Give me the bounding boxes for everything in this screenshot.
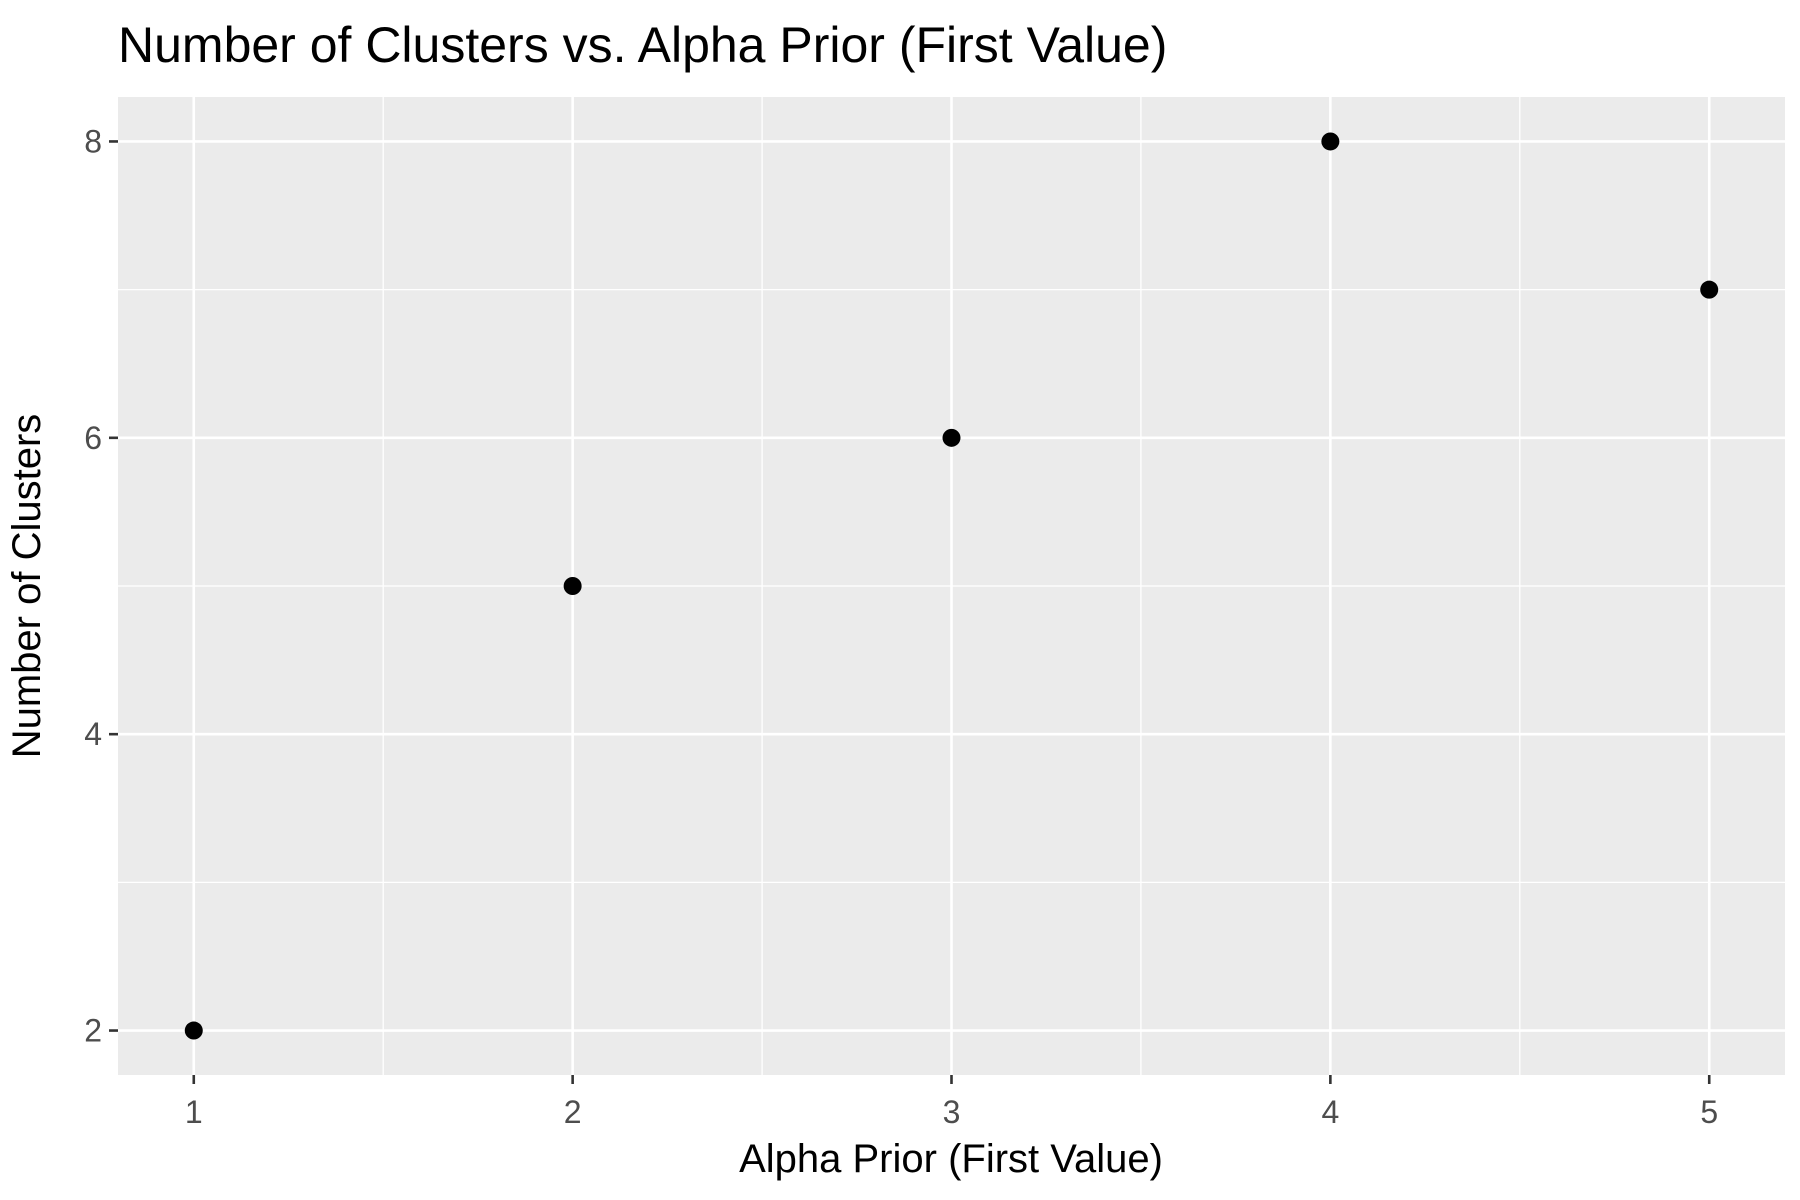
x-tick-label: 2 bbox=[564, 1094, 582, 1130]
y-tick-label: 6 bbox=[84, 420, 102, 456]
data-point bbox=[184, 1021, 203, 1040]
y-tick-label: 4 bbox=[84, 716, 102, 752]
chart-title: Number of Clusters vs. Alpha Prior (Firs… bbox=[118, 17, 1167, 73]
data-point bbox=[942, 428, 961, 447]
y-tick-label: 8 bbox=[84, 123, 102, 159]
data-point bbox=[1700, 280, 1719, 299]
x-tick-label: 5 bbox=[1700, 1094, 1718, 1130]
y-axis-title: Number of Clusters bbox=[5, 414, 49, 759]
x-tick-label: 4 bbox=[1321, 1094, 1339, 1130]
x-axis: 1 2 3 4 5 bbox=[185, 1075, 1718, 1130]
data-point bbox=[1321, 132, 1340, 151]
y-axis: 2 4 6 8 bbox=[84, 123, 118, 1049]
x-axis-title: Alpha Prior (First Value) bbox=[739, 1137, 1163, 1181]
y-tick-label: 2 bbox=[84, 1013, 102, 1049]
data-points bbox=[184, 132, 1719, 1040]
data-point bbox=[563, 577, 582, 595]
x-tick-label: 3 bbox=[943, 1094, 961, 1130]
x-tick-label: 1 bbox=[185, 1094, 203, 1130]
